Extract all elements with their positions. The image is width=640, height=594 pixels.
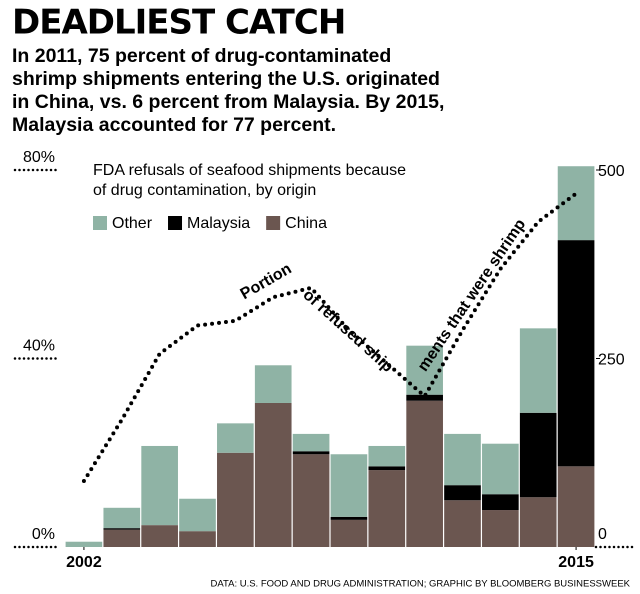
bar-segment [254, 402, 292, 547]
bar-segment [444, 433, 481, 486]
line [81, 191, 579, 484]
bar-segment [519, 497, 557, 547]
chart-title: DEADLIEST CATCH [12, 3, 345, 43]
x-tick-label: 2002 [66, 554, 102, 571]
bar-segment [292, 433, 330, 452]
bar-segment [141, 525, 178, 547]
legend-label: China [285, 215, 327, 232]
legend-swatch [168, 216, 183, 230]
bar-segment [330, 454, 368, 517]
bar-segment [330, 519, 368, 547]
bar-segment [254, 365, 292, 403]
line-annotation: of refused ship [299, 286, 396, 376]
y2-tick-label: 500 [598, 163, 625, 180]
bar-segment [330, 516, 368, 520]
legend-swatch [93, 216, 107, 230]
bar-segment [482, 494, 519, 511]
bar-segment [292, 454, 330, 547]
bar-segment [103, 529, 141, 547]
legend-label: Malaysia [187, 215, 250, 232]
bar-segment [103, 528, 141, 530]
bar-segment [406, 400, 443, 547]
bar-segment [406, 394, 443, 401]
line-annotation: Portion [238, 260, 295, 303]
chart-heading: FDA refusals of seafood shipments becaus… [93, 162, 406, 179]
y2-tick-label: 0 [598, 526, 607, 543]
x-tick-label: 2015 [558, 554, 594, 571]
y-tick-label: 80% [23, 149, 55, 166]
bar-segment [65, 541, 103, 547]
legend-label: Other [112, 215, 153, 232]
bar-segment [179, 531, 216, 547]
bar-segment [406, 345, 443, 395]
source: DATA: U.S. FOOD AND DRUG ADMINISTRATION;… [211, 579, 631, 590]
bar-segment [444, 485, 481, 501]
bar-segment [217, 423, 254, 453]
bar-segment [444, 500, 481, 547]
bar-segment [292, 451, 330, 455]
subtitle-line: in China, vs. 6 percent from Malaysia. B… [12, 91, 444, 113]
bar-segment [519, 328, 557, 413]
subtitle-line: shrimp shipments entering the U.S. origi… [12, 68, 440, 90]
bar-segment [519, 412, 557, 498]
subtitle-line: In 2011, 75 percent of drug-contaminated [12, 45, 391, 67]
bar-segment [217, 452, 254, 547]
bar-segment [141, 445, 178, 526]
line-annotation: ments that were shrimp [415, 216, 530, 375]
y2-tick-label: 250 [598, 352, 625, 369]
chart-heading: of drug contamination, by origin [93, 182, 316, 199]
bar-segment [368, 445, 406, 467]
bar-segment [368, 466, 406, 471]
bar-segment [482, 443, 519, 495]
bar-segment [557, 466, 595, 547]
legend-swatch [266, 216, 281, 230]
subtitle-line: Malaysia accounted for 77 percent. [12, 114, 336, 136]
bar-segment [557, 240, 595, 467]
bar-segment [482, 510, 519, 547]
y-tick-label: 40% [23, 338, 55, 355]
bar-segment [103, 507, 141, 529]
bar-segment [368, 470, 406, 547]
bar-segment [179, 498, 216, 532]
y-tick-label: 0% [32, 526, 55, 543]
